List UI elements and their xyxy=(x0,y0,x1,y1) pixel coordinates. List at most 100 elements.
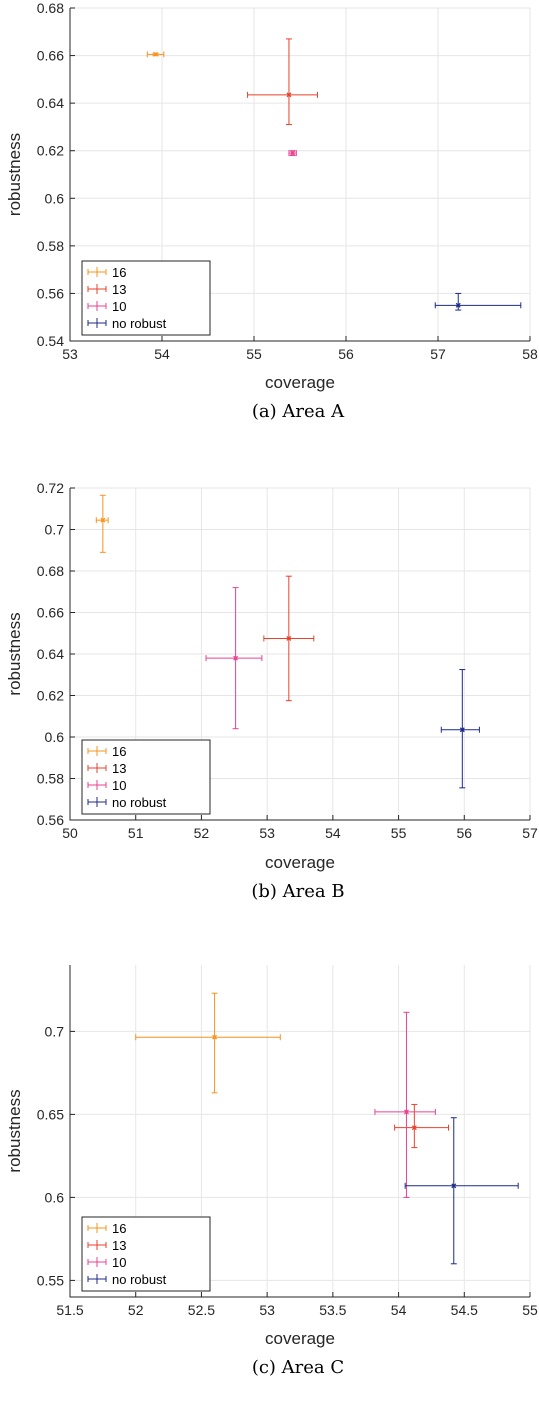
legend-marker xyxy=(87,1223,107,1233)
y-axis-label: robustness xyxy=(5,612,24,695)
chart-1: 50 51 52 53 54 55 56 57 0.56 0.58 0.6 0.62 0.64 0.66 0… xyxy=(5,480,538,902)
chart-2: 51.5 52 52.5 53 53.5 54 54.5 55 0.55 0.6 0.65 0.7 co… xyxy=(5,965,538,1378)
series-10 xyxy=(374,1011,436,1198)
y-tick-label: 0.6 xyxy=(45,729,65,745)
x-tick-label: 54 xyxy=(154,346,170,362)
x-tick-label: 52 xyxy=(128,1302,144,1318)
data-point xyxy=(411,1125,417,1131)
legend-label: no robust xyxy=(112,795,167,810)
caption: (b) Area B xyxy=(251,881,344,902)
y-tick-label: 0.68 xyxy=(37,0,64,16)
y-tick-label: 0.66 xyxy=(37,48,64,64)
series-13 xyxy=(263,575,315,702)
legend-marker xyxy=(87,301,107,311)
data-point xyxy=(290,150,296,156)
data-point xyxy=(455,302,461,308)
data-point xyxy=(153,51,159,57)
legend-label: 16 xyxy=(112,265,126,280)
y-tick-label: 0.65 xyxy=(37,1106,64,1122)
legend-marker xyxy=(87,797,107,807)
legend-marker xyxy=(87,1257,107,1267)
y-tick-label: 0.68 xyxy=(37,563,64,579)
y-tick-label: 0.6 xyxy=(45,190,65,206)
x-tick-label: 51.5 xyxy=(56,1302,83,1318)
y-tick-label: 0.58 xyxy=(37,771,64,787)
y-tick-label: 0.72 xyxy=(37,480,64,496)
y-tick-label: 0.7 xyxy=(45,522,65,538)
y-tick-label: 0.64 xyxy=(37,646,64,662)
series-no-robust xyxy=(404,1117,519,1265)
legend-label: 16 xyxy=(112,744,126,759)
legend-label: 10 xyxy=(112,299,126,314)
legend-label: 13 xyxy=(112,761,126,776)
series-10 xyxy=(288,150,297,157)
legend-label: 10 xyxy=(112,1255,126,1270)
legend-marker xyxy=(87,318,107,328)
y-tick-label: 0.6 xyxy=(45,1189,65,1205)
x-tick-label: 57 xyxy=(522,825,538,841)
legend-marker xyxy=(87,1274,107,1284)
x-tick-label: 50 xyxy=(62,825,78,841)
series-16 xyxy=(146,51,165,58)
legend-label: no robust xyxy=(112,316,167,331)
caption: (a) Area A xyxy=(252,401,345,422)
x-tick-label: 54.5 xyxy=(451,1302,478,1318)
legend-marker xyxy=(87,746,107,756)
y-tick-label: 0.56 xyxy=(37,285,64,301)
y-tick-label: 0.66 xyxy=(37,605,64,621)
data-point xyxy=(459,727,465,733)
series-13 xyxy=(394,1103,450,1149)
series-no-robust xyxy=(434,292,522,311)
data-point xyxy=(212,1034,218,1040)
x-tick-label: 56 xyxy=(456,825,472,841)
legend-label: 16 xyxy=(112,1221,126,1236)
legend-label: 13 xyxy=(112,1238,126,1253)
y-tick-label: 0.62 xyxy=(37,143,64,159)
y-tick-label: 0.64 xyxy=(37,95,64,111)
x-tick-label: 51 xyxy=(128,825,144,841)
y-tick-label: 0.58 xyxy=(37,238,64,254)
x-axis-label: coverage xyxy=(265,853,335,872)
series-16 xyxy=(95,494,109,553)
data-point xyxy=(100,517,106,523)
series-16 xyxy=(135,992,281,1094)
legend: 16 13 10 no robust xyxy=(81,260,211,336)
y-tick-label: 0.56 xyxy=(37,812,64,828)
x-tick-label: 54 xyxy=(325,825,341,841)
x-tick-label: 55 xyxy=(391,825,407,841)
data-point xyxy=(286,92,292,98)
data-point xyxy=(286,635,292,641)
x-tick-label: 52.5 xyxy=(188,1302,215,1318)
data-point xyxy=(451,1183,457,1189)
series-10 xyxy=(205,587,263,730)
x-tick-label: 52 xyxy=(194,825,210,841)
x-tick-label: 55 xyxy=(522,1302,538,1318)
x-axis-label: coverage xyxy=(265,373,335,392)
legend-marker xyxy=(87,780,107,790)
x-tick-label: 57 xyxy=(430,346,446,362)
data-point xyxy=(233,655,239,661)
legend: 16 13 10 no robust xyxy=(81,1216,211,1292)
chart-0: 53 54 55 56 57 58 0.54 0.56 0.58 0.6 0.62 0.64 0.66 0… xyxy=(5,0,538,422)
y-tick-label: 0.54 xyxy=(37,333,64,349)
x-tick-label: 54 xyxy=(391,1302,407,1318)
x-axis-label: coverage xyxy=(265,1329,335,1348)
series-13 xyxy=(247,38,318,126)
legend-marker xyxy=(87,284,107,294)
x-tick-label: 53 xyxy=(62,346,78,362)
data-point xyxy=(403,1109,409,1115)
x-tick-label: 53.5 xyxy=(319,1302,346,1318)
y-axis-label: robustness xyxy=(5,133,24,216)
x-tick-label: 53 xyxy=(259,825,275,841)
caption: (c) Area C xyxy=(252,1357,344,1378)
legend-label: no robust xyxy=(112,1272,167,1287)
y-tick-label: 0.7 xyxy=(45,1023,65,1039)
y-tick-label: 0.55 xyxy=(37,1272,64,1288)
y-tick-label: 0.62 xyxy=(37,688,64,704)
x-tick-label: 53 xyxy=(259,1302,275,1318)
legend: 16 13 10 no robust xyxy=(81,739,211,815)
series-no-robust xyxy=(440,669,480,789)
legend-label: 13 xyxy=(112,282,126,297)
legend-marker xyxy=(87,763,107,773)
